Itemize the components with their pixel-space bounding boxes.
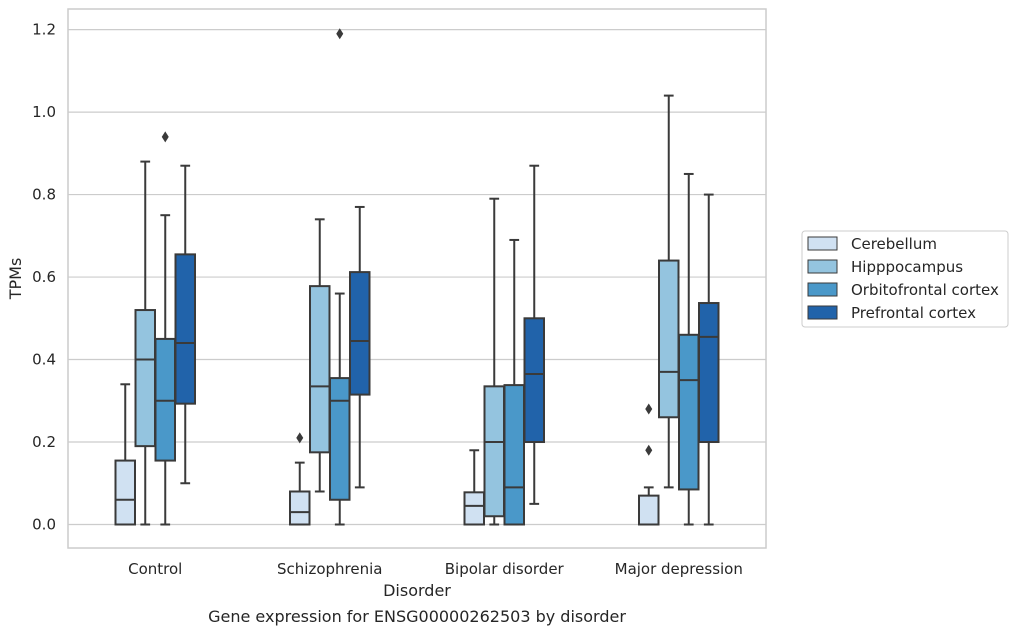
y-tick-label: 1.2 bbox=[32, 21, 56, 39]
legend-label: Prefrontal cortex bbox=[851, 304, 976, 322]
box-plot bbox=[114, 383, 136, 526]
box-iqr bbox=[349, 271, 371, 396]
box-iqr bbox=[658, 259, 680, 419]
box-plot bbox=[134, 160, 156, 526]
box-plot bbox=[638, 403, 660, 526]
legend-label: Hipppocampus bbox=[851, 258, 963, 276]
outlier-point bbox=[161, 131, 169, 143]
box-plot bbox=[483, 197, 505, 526]
box-iqr bbox=[309, 285, 331, 454]
box-plot-series bbox=[114, 28, 720, 526]
y-tick-labels: 0.0 0.2 0.4 0.6 0.8 1.0 1.2 bbox=[32, 21, 56, 534]
legend-label: Orbitofrontal cortex bbox=[851, 281, 999, 299]
box-iqr bbox=[463, 491, 485, 526]
outlier-point bbox=[296, 432, 304, 444]
legend-label: Cerebellum bbox=[851, 235, 937, 253]
box-iqr bbox=[134, 309, 156, 448]
box-iqr bbox=[329, 377, 351, 501]
box-iqr bbox=[114, 459, 136, 526]
box-iqr bbox=[638, 494, 660, 526]
series-orbitofrontal-cortex bbox=[154, 28, 700, 526]
box-iqr bbox=[154, 337, 176, 462]
y-axis-label: TPMs bbox=[6, 258, 25, 301]
box-plot bbox=[349, 205, 371, 489]
chart-caption: Gene expression for ENSG00000262503 by d… bbox=[208, 607, 626, 626]
box-iqr bbox=[698, 302, 720, 444]
legend: Cerebellum Hipppocampus Orbitofrontal cort… bbox=[801, 230, 1009, 328]
x-tick-label: Bipolar disorder bbox=[445, 560, 565, 578]
box-plot bbox=[503, 238, 525, 526]
outlier-point bbox=[645, 403, 653, 415]
legend-frame bbox=[801, 230, 1009, 328]
outlier-point bbox=[336, 28, 344, 40]
legend-item: Orbitofrontal cortex bbox=[807, 281, 999, 299]
legend-swatch bbox=[807, 282, 838, 297]
box-iqr bbox=[503, 384, 525, 526]
legend-item: Hipppocampus bbox=[807, 258, 963, 276]
x-tick-label: Control bbox=[128, 560, 182, 578]
y-tick-label: 0.4 bbox=[32, 351, 56, 369]
y-tick-label: 0.0 bbox=[32, 515, 56, 533]
y-tick-label: 0.2 bbox=[32, 433, 56, 451]
box-iqr bbox=[523, 317, 545, 444]
box-iqr bbox=[483, 385, 505, 518]
box-iqr bbox=[289, 490, 311, 526]
x-tick-label: Schizophrenia bbox=[277, 560, 382, 578]
y-tick-label: 0.6 bbox=[32, 268, 56, 286]
box-plot bbox=[309, 218, 331, 493]
x-axis-label: Disorder bbox=[383, 581, 451, 600]
outlier-point bbox=[645, 444, 653, 456]
legend-swatch bbox=[807, 259, 838, 274]
box-plot bbox=[523, 164, 545, 505]
y-tick-label: 1.0 bbox=[32, 103, 56, 121]
series-prefrontal-cortex bbox=[174, 164, 720, 526]
x-tick-label: Major depression bbox=[615, 560, 743, 578]
box-plot bbox=[658, 94, 680, 489]
box-plot bbox=[329, 28, 351, 526]
box-plot bbox=[698, 193, 720, 526]
legend-item: Prefrontal cortex bbox=[807, 304, 976, 322]
box-iqr bbox=[174, 253, 196, 405]
box-iqr bbox=[678, 333, 700, 491]
series-cerebellum bbox=[114, 383, 660, 526]
plot-frame bbox=[67, 8, 767, 549]
legend-swatch bbox=[807, 305, 838, 320]
box-plot bbox=[174, 164, 196, 485]
y-tick-label: 0.8 bbox=[32, 186, 56, 204]
legend-swatch bbox=[807, 236, 838, 251]
box-plot bbox=[154, 131, 176, 526]
box-plot bbox=[289, 432, 311, 526]
legend-item: Cerebellum bbox=[807, 235, 937, 253]
series-hipppocampus bbox=[134, 94, 680, 526]
box-plot bbox=[463, 449, 485, 526]
x-tick-labels: Control Schizophrenia Bipolar disorder Majo… bbox=[128, 560, 743, 578]
box-plot bbox=[678, 172, 700, 526]
